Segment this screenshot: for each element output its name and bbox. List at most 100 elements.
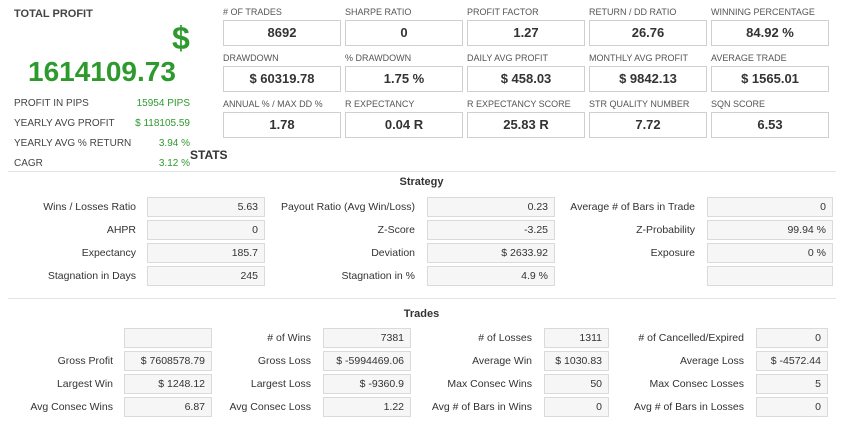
trade-value: 1311 [544,328,609,348]
metric-label: DRAWDOWN [223,53,279,63]
trade-value: $ -9360.9 [323,374,411,394]
left-metric-value: 15954 PIPS [136,97,190,109]
metric-label: % DRAWDOWN [345,53,412,63]
stat-label: Deviation [371,247,415,259]
trade-label: Largest Win [56,378,113,390]
stat-label: Expectancy [81,247,136,259]
metric-label: # OF TRADES [223,7,282,17]
metric-value: 0 [345,20,463,46]
trade-label: # of Losses [478,332,532,344]
metric-label: R EXPECTANCY [345,99,415,109]
stat-value: 0 [707,197,833,217]
metric-label: WINNING PERCENTAGE [711,7,815,17]
left-metric-label: YEARLY AVG % RETURN [14,137,132,149]
metric-value: 6.53 [711,112,829,138]
left-metric-value: 3.94 % [158,137,190,149]
stat-label: Exposure [650,247,695,259]
total-profit-value: 1614109.73 [28,56,176,87]
metric-label: PROFIT FACTOR [467,7,539,17]
trade-label: # of Cancelled/Expired [638,332,744,344]
stat-label: AHPR [106,224,136,236]
metric-label: MONTHLY AVG PROFIT [589,53,689,63]
left-metric-value: $ 118105.59 [135,117,190,129]
metric-box-monthly-avg-profit: MONTHLY AVG PROFIT $ 9842.13 [589,52,707,92]
stat-value: 185.7 [147,243,265,263]
metric-value: 1.27 [467,20,585,46]
left-metric-label: YEARLY AVG PROFIT [14,117,115,129]
trade-value: $ 1030.83 [544,351,609,371]
trade-value [124,328,212,348]
metric-box-return-dd: RETURN / DD RATIO 26.76 [589,6,707,46]
metric-box-str-quality-number: STR QUALITY NUMBER 7.72 [589,98,707,138]
stat-value: $ 2633.92 [427,243,555,263]
metric-box-sharpe-ratio: SHARPE RATIO 0 [345,6,463,46]
stat-value: 5.63 [147,197,265,217]
metric-label: RETURN / DD RATIO [589,7,677,17]
trade-value: 5 [756,374,828,394]
metric-label: SHARPE RATIO [345,7,412,17]
trade-label: Average Loss [679,355,744,367]
trade-label [8,328,113,348]
metric-value: 0.04 R [345,112,463,138]
left-metric-label: CAGR [14,157,43,169]
metric-box-r-expectancy-score: R EXPECTANCY SCORE 25.83 R [467,98,585,138]
metric-box-pct-drawdown: % DRAWDOWN 1.75 % [345,52,463,92]
metric-label: R EXPECTANCY SCORE [467,99,571,109]
left-metric-row: YEARLY AVG PROFIT $ 118105.59 [14,116,190,130]
left-metric-row: YEARLY AVG % RETURN 3.94 % [14,136,190,150]
currency-symbol: $ [172,20,190,56]
metric-label: DAILY AVG PROFIT [467,53,549,63]
stat-value: 0.23 [427,197,555,217]
left-metric-label: PROFIT IN PIPS [14,97,89,109]
metric-label: SQN SCORE [711,99,766,109]
trade-value: 0 [756,328,828,348]
trade-label: Average Win [472,355,532,367]
metric-box-drawdown: DRAWDOWN $ 60319.78 [223,52,341,92]
trade-value: 0 [756,397,828,417]
stat-label: Stagnation in % [341,270,415,282]
trade-value: $ -5994469.06 [323,351,411,371]
trade-label: Avg Consec Loss [229,401,311,413]
stat-label: Average # of Bars in Trade [570,201,695,213]
metric-value: 7.72 [589,112,707,138]
stat-value: 0 [147,220,265,240]
stat-label: Z-Score [377,224,415,236]
stat-label: Wins / Losses Ratio [43,201,136,213]
trade-value: 1.22 [323,397,411,417]
left-metric-value: 3.12 % [158,157,190,169]
trade-value: $ -4572.44 [756,351,828,371]
trade-label: Max Consec Wins [447,378,532,390]
metric-box-annual-maxdd: ANNUAL % / MAX DD % 1.78 [223,98,341,138]
stats-title: STATS [190,148,228,162]
trade-value: $ 1248.12 [124,374,212,394]
trade-label: # of Wins [267,332,311,344]
stat-value: 0 % [707,243,833,263]
metric-label: STR QUALITY NUMBER [589,99,690,109]
stat-label [556,266,695,286]
divider [8,298,836,299]
metric-label: AVERAGE TRADE [711,53,787,63]
stat-value: -3.25 [427,220,555,240]
metric-value: 1.75 % [345,66,463,92]
stat-value: 99.94 % [707,220,833,240]
metric-value: 26.76 [589,20,707,46]
metric-box-trades: # OF TRADES 8692 [223,6,341,46]
trade-label: Avg # of Bars in Wins [431,401,532,413]
stat-label: Z-Probability [636,224,695,236]
metric-box-sqn-score: SQN SCORE 6.53 [711,98,829,138]
stat-label: Payout Ratio (Avg Win/Loss) [280,201,415,213]
metric-value: $ 9842.13 [589,66,707,92]
metric-value: 8692 [223,20,341,46]
metric-box-average-trade: AVERAGE TRADE $ 1565.01 [711,52,829,92]
metric-value: 84.92 % [711,20,829,46]
stat-value: 245 [147,266,265,286]
metric-box-profit-factor: PROFIT FACTOR 1.27 [467,6,585,46]
trade-label: Max Consec Losses [649,378,744,390]
metric-value: 25.83 R [467,112,585,138]
metric-box-winning-percentage: WINNING PERCENTAGE 84.92 % [711,6,829,46]
trade-value: 50 [544,374,609,394]
metric-value: $ 458.03 [467,66,585,92]
total-profit-title: TOTAL PROFIT [14,8,93,20]
metric-label: ANNUAL % / MAX DD % [223,99,323,109]
trade-value: 6.87 [124,397,212,417]
